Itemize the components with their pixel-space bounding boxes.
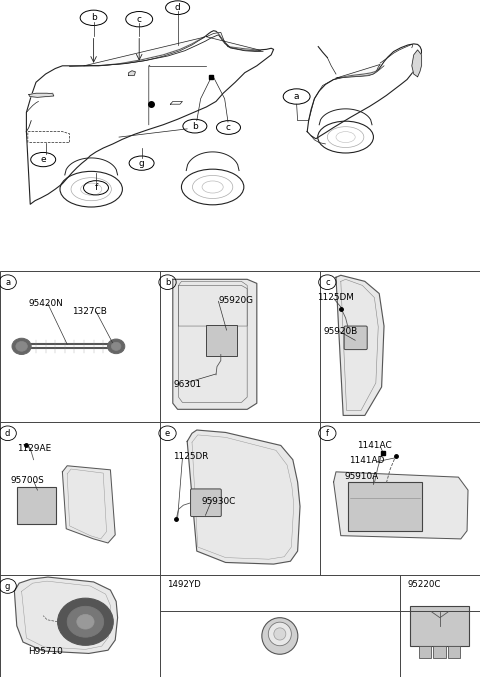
Text: a: a	[5, 278, 10, 286]
Text: 1327CB: 1327CB	[72, 307, 107, 316]
Circle shape	[111, 343, 121, 351]
Text: a: a	[294, 92, 300, 101]
FancyBboxPatch shape	[419, 646, 431, 658]
Text: 1129AE: 1129AE	[17, 444, 51, 453]
Circle shape	[77, 615, 94, 629]
Polygon shape	[129, 70, 135, 75]
Text: b: b	[91, 14, 96, 22]
Text: e: e	[165, 429, 170, 438]
Text: 95420N: 95420N	[29, 299, 63, 308]
Text: 95700S: 95700S	[11, 477, 44, 485]
Circle shape	[58, 598, 113, 645]
Circle shape	[67, 607, 104, 637]
FancyBboxPatch shape	[447, 646, 460, 658]
Polygon shape	[336, 64, 380, 78]
Ellipse shape	[274, 628, 286, 640]
Text: c: c	[137, 15, 142, 24]
Text: f: f	[95, 183, 97, 192]
Polygon shape	[412, 50, 421, 77]
Polygon shape	[173, 280, 257, 410]
Polygon shape	[62, 466, 115, 543]
FancyBboxPatch shape	[17, 487, 56, 524]
Ellipse shape	[268, 622, 291, 646]
Text: 95930C: 95930C	[202, 497, 236, 506]
Text: g: g	[139, 158, 144, 168]
FancyBboxPatch shape	[206, 325, 237, 355]
Text: 95910A: 95910A	[344, 473, 378, 481]
Text: 1141AC: 1141AC	[357, 441, 391, 450]
Text: f: f	[326, 429, 329, 438]
Polygon shape	[334, 472, 468, 539]
Text: b: b	[165, 278, 170, 286]
FancyBboxPatch shape	[410, 606, 469, 646]
Polygon shape	[179, 282, 247, 326]
Text: 95220C: 95220C	[407, 580, 441, 589]
Polygon shape	[29, 93, 54, 97]
Text: d: d	[175, 3, 180, 12]
Polygon shape	[84, 37, 205, 66]
Polygon shape	[206, 32, 261, 51]
Text: g: g	[5, 582, 11, 590]
Polygon shape	[14, 577, 118, 653]
Circle shape	[108, 339, 125, 353]
Text: H95710: H95710	[28, 647, 63, 655]
FancyBboxPatch shape	[348, 482, 422, 531]
Polygon shape	[187, 430, 300, 564]
Circle shape	[16, 341, 27, 351]
Text: 95920G: 95920G	[218, 296, 253, 305]
Text: 1492YD: 1492YD	[167, 580, 201, 589]
Text: 1141AD: 1141AD	[349, 456, 384, 465]
Text: c: c	[226, 123, 231, 132]
Text: c: c	[325, 278, 330, 286]
Text: e: e	[40, 155, 46, 164]
Circle shape	[12, 338, 31, 355]
Text: 1125DM: 1125DM	[317, 292, 354, 302]
FancyBboxPatch shape	[191, 489, 221, 517]
Ellipse shape	[262, 617, 298, 654]
Text: 95920B: 95920B	[324, 327, 358, 336]
Polygon shape	[336, 276, 384, 416]
Text: 96301: 96301	[173, 380, 201, 389]
FancyBboxPatch shape	[344, 326, 367, 349]
Text: 1125DR: 1125DR	[173, 452, 208, 461]
FancyBboxPatch shape	[433, 646, 445, 658]
Text: d: d	[5, 429, 11, 438]
Text: b: b	[192, 122, 198, 131]
